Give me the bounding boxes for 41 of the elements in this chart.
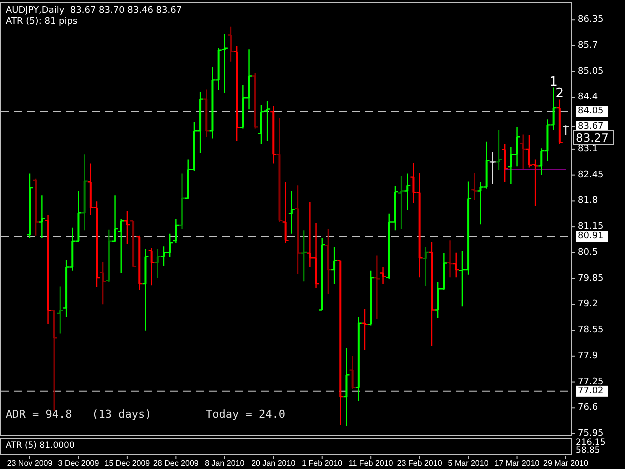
y-tick-label: 79.85 bbox=[578, 274, 604, 284]
x-tick-label: 29 Mar 2010 bbox=[544, 459, 590, 468]
x-tick-label: 23 Nov 2009 bbox=[7, 459, 54, 468]
y-tick-label: 82.45 bbox=[578, 170, 604, 180]
x-tick-label: 8 Jan 2010 bbox=[205, 459, 246, 468]
x-tick-label: 17 Mar 2010 bbox=[494, 459, 540, 468]
x-tick-label: 3 Dec 2009 bbox=[58, 459, 100, 468]
chart-title: AUDJPY,Daily 83.67 83.70 83.46 83.67 bbox=[6, 6, 182, 16]
y-tick-label: 77.9 bbox=[578, 351, 598, 362]
y-tick-label: 81.8 bbox=[578, 196, 598, 206]
text: ATR (5) 81.0000 bbox=[6, 441, 75, 451]
text: ATR (5): 81 pips bbox=[6, 17, 78, 27]
annotation: 1 bbox=[550, 74, 558, 90]
annotation: ADR = 94.8 (13 days) bbox=[6, 408, 152, 421]
text: 58.85 bbox=[576, 446, 600, 456]
y-tick-label: 85.05 bbox=[578, 66, 604, 77]
x-tick-label: 23 Feb 2010 bbox=[397, 459, 443, 468]
y-tick-label: 75.95 bbox=[578, 429, 604, 440]
y-tick-label: 76.6 bbox=[578, 403, 598, 414]
x-tick-label: 1 Feb 2010 bbox=[302, 459, 344, 468]
text: 216.15 bbox=[576, 438, 606, 448]
text: 83.27 bbox=[576, 131, 609, 145]
y-tick-label: 85.7 bbox=[578, 40, 598, 51]
y-tick-label: 80.5 bbox=[578, 248, 598, 258]
annotation: 2 bbox=[556, 86, 564, 102]
y-tick-label: 79.2 bbox=[578, 300, 598, 310]
y-tick-label: 77.25 bbox=[578, 377, 604, 388]
y-tick-label: 81.15 bbox=[578, 222, 604, 232]
y-tick-label: 84.4 bbox=[578, 92, 598, 103]
x-tick-label: 11 Feb 2010 bbox=[348, 459, 394, 468]
annotation: Today = 24.0 bbox=[206, 408, 286, 421]
x-tick-label: 15 Dec 2009 bbox=[104, 459, 151, 468]
x-tick-label: 28 Dec 2009 bbox=[153, 459, 200, 468]
ref-line-label: 80.91 bbox=[578, 232, 604, 242]
ref-line-label: 84.05 bbox=[578, 106, 604, 117]
x-tick-label: 5 Mar 2010 bbox=[448, 459, 490, 468]
ref-line-label: 77.02 bbox=[578, 386, 604, 396]
y-tick-label: 86.35 bbox=[578, 15, 604, 26]
y-tick-label: 78.55 bbox=[578, 326, 604, 336]
y-tick-label: 83.67 bbox=[578, 122, 604, 132]
x-tick-label: 20 Jan 2010 bbox=[252, 459, 296, 468]
